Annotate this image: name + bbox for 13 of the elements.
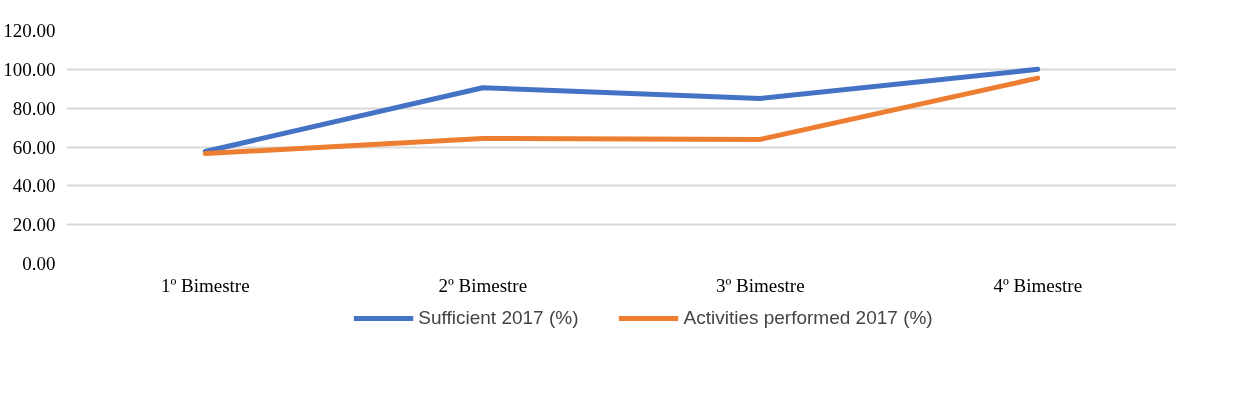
x-tick-label: 4º Bimestre [993, 274, 1083, 296]
legend-label: Sufficient 2017 (%) [418, 307, 579, 329]
y-tick-label: 120.00 [3, 20, 56, 41]
x-tick-label: 2º Bimestre [438, 274, 528, 296]
legend-label: Activities performed 2017 (%) [683, 307, 933, 329]
y-tick-label: 80.00 [12, 97, 56, 119]
y-tick-label: 100.00 [3, 58, 56, 80]
x-tick-label: 3º Bimestre [715, 274, 805, 296]
y-tick-label: 0.00 [22, 253, 56, 274]
y-tick-label: 40.00 [12, 175, 56, 197]
y-tick-label: 60.00 [12, 136, 56, 158]
x-tick-label: 1º Bimestre [160, 274, 250, 296]
y-tick-label: 20.00 [12, 214, 56, 236]
